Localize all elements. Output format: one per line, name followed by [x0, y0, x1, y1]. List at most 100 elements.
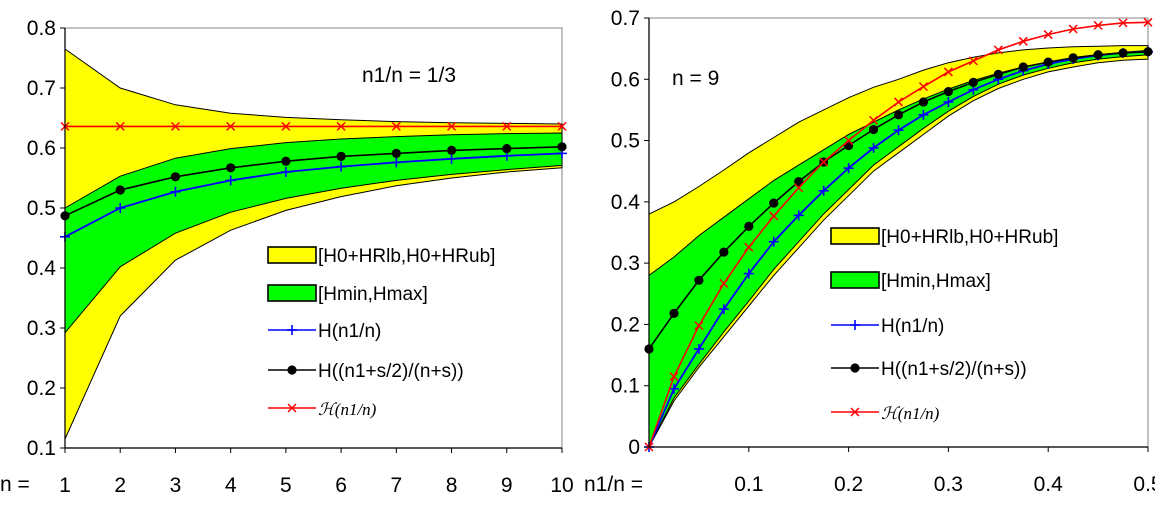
y-tick-label: 0.7	[611, 7, 640, 30]
point-line_red-10-b	[893, 97, 904, 107]
x-tick-label: 8	[446, 474, 458, 497]
point-line_red-2-b	[170, 121, 180, 131]
point-line_red-17-b	[1068, 24, 1078, 34]
panel-annotation: n1/n = 1/3	[362, 64, 456, 87]
legend-label-line_blue: H(n1/n)	[881, 316, 944, 337]
y-tick-label: 0	[628, 436, 640, 459]
point-line_black-8	[844, 140, 854, 151]
x-axis-prefix: n =	[0, 473, 30, 496]
point-line_black-10	[893, 110, 904, 120]
point-line_red-8-b	[844, 136, 854, 146]
legend-label-band_yellow: [H0+HRlb,H0+HRub]	[318, 246, 495, 267]
legend: [H0+HRlb,H0+HRub] [Hmin,Hmax] H(n1/n) H((n1…	[267, 246, 495, 419]
legend-marker-line_black	[287, 365, 297, 375]
point-line_black-6	[391, 148, 401, 158]
x-tick-label: 2	[114, 474, 126, 497]
point-line_black-17	[1068, 53, 1078, 63]
point-line_black-5	[336, 151, 346, 161]
point-line_red-6-b	[794, 183, 804, 193]
point-line_red-7-b	[819, 157, 829, 167]
x-axis-prefix: n1/n =	[584, 473, 643, 496]
legend-label-line_red: ℋ(n1/n)	[881, 404, 940, 423]
y-tick-label: 0.3	[27, 317, 56, 340]
y-tick-label: 0.5	[27, 197, 56, 220]
legend-label-line_black: H((n1+s/2)/(n+s))	[881, 359, 1027, 380]
point-line_black-11	[918, 97, 929, 107]
point-line_black-19	[1118, 48, 1128, 58]
legend-marker-line_red-b	[287, 403, 297, 413]
point-line_red-1-b	[115, 121, 125, 131]
series-line-line_blue	[64, 152, 563, 238]
y-tick-label: 0.1	[611, 375, 640, 398]
x-tick-label: 6	[335, 474, 347, 497]
legend-label-band_green: [Hmin,Hmax]	[881, 271, 991, 292]
x-tick-label: 9	[501, 474, 513, 497]
x-tick-label: 0.1	[734, 473, 763, 496]
point-line_black-1	[115, 185, 125, 195]
point-line_red-16-b	[1043, 30, 1053, 40]
legend-swatch-band_yellow	[267, 246, 317, 264]
x-tick-label: 0.2	[834, 473, 863, 496]
y-tick-label: 0.2	[27, 377, 56, 400]
y-tick-label: 0.4	[27, 257, 57, 280]
point-line_black-20	[1143, 47, 1153, 57]
legend-marker-line_black	[850, 363, 860, 373]
legend-label-line_blue: H(n1/n)	[318, 321, 381, 342]
x-tick-label: 4	[225, 474, 237, 497]
point-line_red-11-b	[918, 82, 928, 92]
point-line_red-12-b	[943, 67, 953, 77]
point-line_black-16	[1043, 57, 1053, 67]
y-tick-label: 0.5	[611, 130, 640, 153]
legend-swatch-band_green	[830, 271, 880, 289]
band-band_green	[64, 132, 563, 335]
y-tick-label: 0.1	[27, 437, 56, 460]
x-tick-label: 0.3	[934, 473, 963, 496]
series-line-line_black	[64, 146, 563, 217]
point-line_red-6-b	[391, 121, 401, 131]
legend-swatch-band_green	[267, 284, 317, 302]
point-line_red-4-b	[281, 121, 291, 131]
y-tick-label: 0.6	[27, 137, 56, 160]
point-line_black-5	[769, 198, 779, 208]
point-line_black-7	[446, 145, 457, 155]
point-line_red-13-b	[968, 56, 978, 66]
point-line_red-3-b	[226, 121, 236, 131]
point-line_red-5-b	[769, 211, 779, 221]
point-line_black-3	[719, 247, 729, 257]
point-line_red-4-b	[744, 242, 754, 252]
point-line_black-4	[281, 156, 291, 166]
point-line_black-9	[868, 124, 879, 135]
point-line_red-18-b	[1093, 20, 1103, 30]
legend-label-band_yellow: [H0+HRlb,H0+HRub]	[881, 227, 1058, 248]
x-tick-label: 0.5	[1133, 473, 1155, 496]
x-tick-label: 1	[59, 474, 71, 497]
point-line_red-2-b	[694, 321, 704, 331]
y-tick-label: 0.3	[611, 252, 640, 275]
y-tick-label: 0.2	[611, 313, 640, 336]
point-line_red-9-b	[869, 115, 879, 125]
legend-marker-line_red-b	[850, 407, 860, 417]
point-line_black-9	[557, 142, 567, 152]
legend-label-band_green: [Hmin,Hmax]	[318, 284, 428, 305]
point-line_red-9-b	[557, 121, 567, 131]
point-line_red-5-b	[336, 121, 346, 131]
point-line_red-8-b	[502, 121, 512, 131]
point-line_black-13	[968, 77, 978, 87]
point-line_black-2	[694, 275, 704, 285]
x-tick-label: 3	[170, 474, 182, 497]
point-line_red-19-b	[1118, 18, 1128, 28]
x-tick-label: 0.4	[1034, 473, 1064, 496]
point-line_black-4	[744, 221, 754, 231]
panel-annotation: n = 9	[672, 67, 719, 90]
legend-label-line_black: H((n1+s/2)/(n+s))	[318, 361, 464, 382]
point-line_red-14-b	[993, 45, 1003, 55]
legend: [H0+HRlb,H0+HRub] [Hmin,Hmax] H(n1/n) H((n1…	[830, 227, 1058, 423]
y-tick-label: 0.4	[611, 191, 641, 214]
point-line_black-15	[1018, 62, 1028, 72]
point-line_red-1-b	[669, 371, 679, 382]
band-band_yellow	[648, 45, 1149, 448]
point-line_black-1	[669, 308, 679, 318]
point-line_black-8	[502, 144, 512, 154]
point-line_red-20-b	[1143, 17, 1153, 27]
